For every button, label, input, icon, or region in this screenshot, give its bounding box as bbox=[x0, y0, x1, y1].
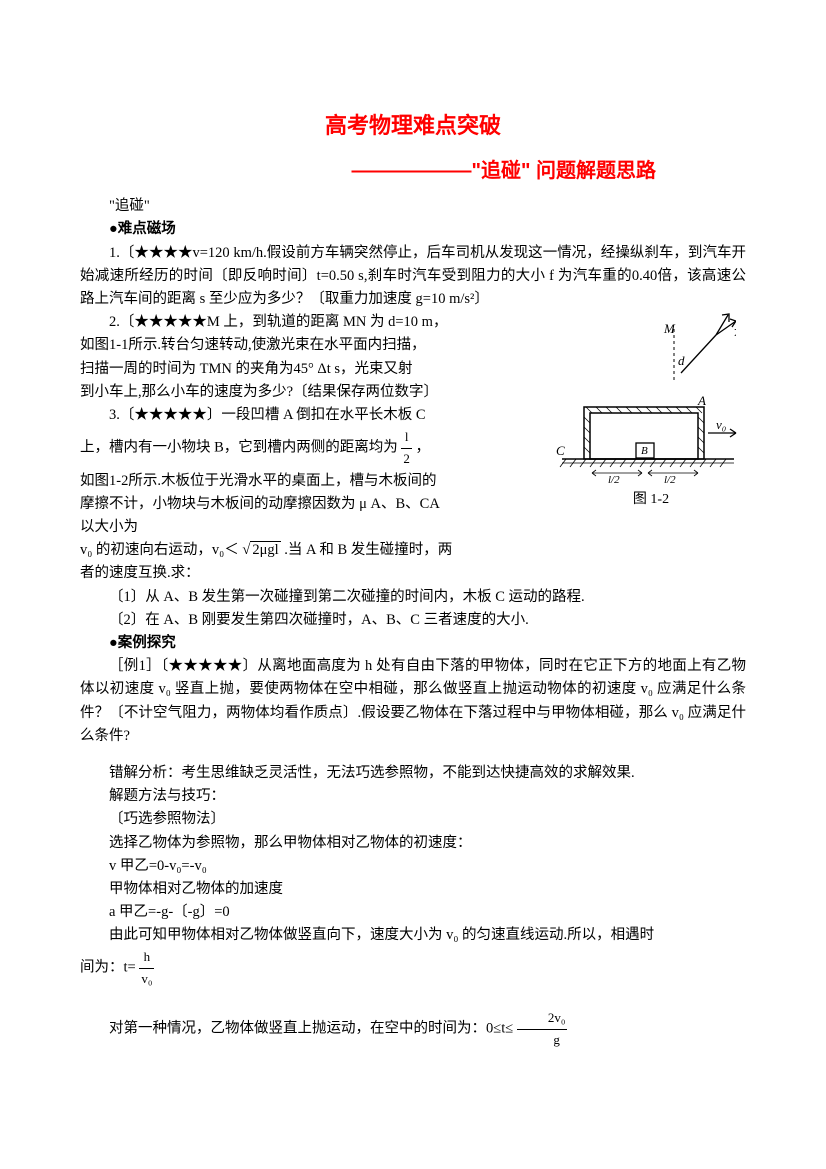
text-span: 对第一种情况，乙物体做竖直上抛运动，在空中的时间为：0≤t≤ bbox=[109, 1021, 513, 1037]
problem-3-line1: 3.〔★★★★★〕一段凹槽 A 倒扣在水平长木板 C bbox=[80, 404, 546, 427]
method-line5: 由此可知甲物体相对乙物体做竖直向下，速度大小为 v₀ 的匀速直线运动.所以，相遇… bbox=[80, 924, 746, 947]
label-M: M bbox=[663, 321, 676, 336]
fraction-h-over-v0: h v₀ bbox=[139, 947, 154, 990]
fraction-numerator: 2v₀ bbox=[517, 1008, 568, 1030]
case-heading: ●案例探究 bbox=[80, 632, 746, 655]
fraction-2v0-over-g: 2v₀ g bbox=[517, 1008, 568, 1051]
spacer bbox=[80, 748, 746, 762]
figure-1-1: M d 光 bbox=[566, 311, 736, 393]
fraction-l-over-2: l 2 bbox=[401, 427, 412, 470]
problem-3-line3: 如图1-2所示.木板位于光滑水平的桌面上，槽与木板间的 bbox=[80, 470, 546, 493]
intro-keyword: "追碰" bbox=[80, 195, 746, 218]
method-sub: 〔巧选参照物法〕 bbox=[80, 808, 746, 831]
label-v0: v₀ bbox=[716, 417, 726, 432]
method-line1: 选择乙物体为参照物，那么甲物体相对乙物体的初速度： bbox=[80, 832, 746, 855]
page-title: 高考物理难点突破 bbox=[80, 108, 746, 143]
section-heading: ●难点磁场 bbox=[80, 218, 746, 241]
figure-1-2-caption: 图 1-2 bbox=[633, 489, 669, 511]
label-light: 光 bbox=[734, 323, 736, 338]
figure-1-2: A B C v₀ l/2 l/2 bbox=[556, 393, 746, 485]
label-d: d bbox=[678, 353, 685, 368]
sqrt-2mugl: √2μgl bbox=[242, 539, 280, 562]
problem-3-line7: 者的速度互换.求： bbox=[80, 562, 746, 585]
radicand: 2μgl bbox=[250, 541, 280, 558]
text-span: 间为：t= bbox=[80, 960, 136, 976]
problem-3-line2: 上，槽内有一小物块 B，它到槽内两侧的距离均为 l 2 ， bbox=[80, 427, 546, 470]
label-half-l-2: l/2 bbox=[664, 474, 676, 485]
example-1: ［例1］〔★★★★★〕从离地面高度为 h 处有自由下落的甲物体，同时在它正下方的… bbox=[80, 655, 746, 748]
analysis: 错解分析：考生思维缺乏灵活性，无法巧选参照物，不能到达快捷高效的求解效果. bbox=[80, 762, 746, 785]
fraction-denominator: g bbox=[517, 1030, 568, 1051]
page-subtitle: ——————"追碰" 问题解题思路 bbox=[80, 155, 746, 187]
text-span: ， bbox=[416, 440, 431, 456]
fraction-denominator: 2 bbox=[401, 449, 412, 470]
fraction-denominator: v₀ bbox=[139, 969, 154, 990]
label-C: C bbox=[556, 443, 565, 458]
problem-3-line4: 摩擦不计，小物块与木板间的动摩擦因数为 μ A、B、CA bbox=[80, 493, 546, 516]
method-line4: a 甲乙=-g-〔-g〕=0 bbox=[80, 901, 746, 924]
label-half-l-1: l/2 bbox=[608, 474, 620, 485]
method-line2: v 甲乙=0-v₀=-v₀ bbox=[80, 855, 746, 878]
problem-3-q1: 〔1〕从 A、B 发生第一次碰撞到第二次碰撞的时间内，木板 C 运动的路程. bbox=[80, 586, 746, 609]
problem-2-line1: 2.〔★★★★★M 上，到轨道的距离 MN 为 d=10 m， bbox=[80, 311, 546, 334]
problem-1: 1.〔★★★★v=120 km/h.假设前方车辆突然停止，后车司机从发现这一情况… bbox=[80, 242, 746, 312]
method-line7: 对第一种情况，乙物体做竖直上抛运动，在空中的时间为：0≤t≤ 2v₀ g bbox=[80, 1008, 746, 1051]
spacer bbox=[80, 990, 746, 1008]
method-label: 解题方法与技巧： bbox=[80, 785, 746, 808]
fraction-numerator: l bbox=[401, 427, 412, 449]
problem-3-q2: 〔2〕在 A、B 刚要发生第四次碰撞时，A、B、C 三者速度的大小. bbox=[80, 609, 746, 632]
text-span: 上，槽内有一小物块 B，它到槽内两侧的距离均为 bbox=[80, 440, 398, 456]
label-A: A bbox=[697, 393, 706, 408]
label-B: B bbox=[641, 445, 648, 457]
problem-2-line2: 如图1-1所示.转台匀速转动,使激光束在水平面内扫描， bbox=[80, 334, 546, 357]
problem-3-line5: 以大小为 bbox=[80, 516, 546, 539]
method-line3: 甲物体相对乙物体的加速度 bbox=[80, 878, 746, 901]
problem-2-line3: 扫描一周的时间为 TMN 的夹角为45° Δt s，光束又射 bbox=[80, 358, 546, 381]
method-line6: 间为：t= h v₀ bbox=[80, 947, 746, 990]
fraction-numerator: h bbox=[139, 947, 154, 969]
text-span: v₀ 的初速向右运动，v₀＜ bbox=[80, 542, 239, 558]
problem-3-line6: v₀ 的初速向右运动，v₀＜ √2μgl .当 A 和 B 发生碰撞时，两 bbox=[80, 539, 746, 562]
text-span: .当 A 和 B 发生碰撞时，两 bbox=[284, 542, 452, 558]
problem-2-line4: 到小车上,那么小车的速度为多少?〔结果保存两位数字〕 bbox=[80, 381, 546, 404]
